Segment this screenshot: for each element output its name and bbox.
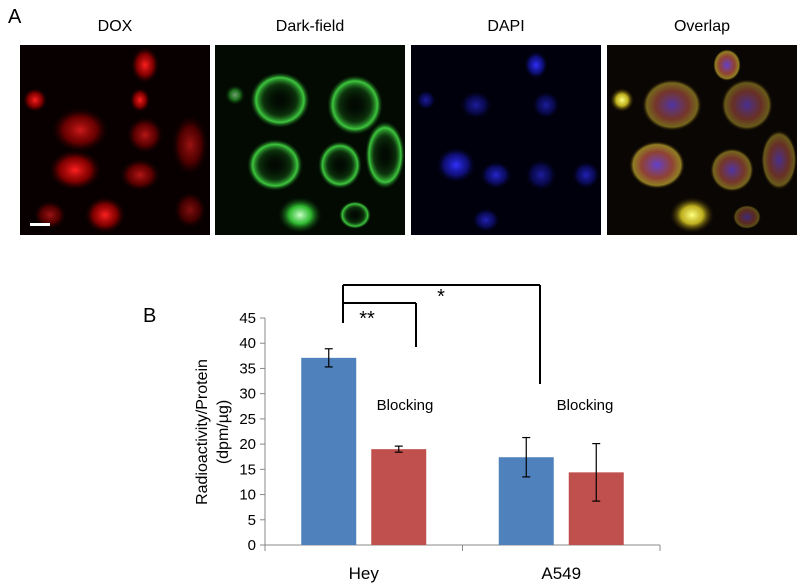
panel-a-label: A: [8, 6, 22, 28]
dark-field-title: Dark-field: [275, 18, 345, 35]
dark-field-image: [215, 45, 405, 235]
y-tick-label: 40: [239, 335, 256, 352]
y-axis-title: Radioactivity/Protein (dpm/µg): [194, 359, 232, 505]
significance-star: *: [437, 286, 445, 308]
y-tick-label: 30: [239, 386, 256, 403]
bar-chart: Radioactivity/Protein (dpm/µg) 0 5 10 15 20 2…: [194, 284, 661, 583]
significance-double-star: **: [359, 308, 375, 330]
overlap-title: Overlap: [673, 18, 731, 35]
y-tick-label: 0: [248, 537, 256, 554]
scale-bar: [30, 223, 50, 226]
dox-title: DOX: [97, 18, 133, 35]
y-tick-label: 20: [239, 436, 256, 453]
dapi-image: [411, 45, 601, 235]
blocking-annotation: Blocking: [377, 397, 434, 414]
y-tick-label: 45: [239, 310, 256, 327]
dox-image: [20, 45, 210, 235]
x-tick-label-hey: Hey: [349, 564, 380, 583]
bar-hey-1: [301, 357, 357, 545]
y-tick-label: 25: [239, 411, 256, 428]
blocking-annotation: Blocking: [557, 397, 614, 414]
bar-hey-2: [371, 449, 427, 545]
y-tick-label: 5: [248, 512, 256, 529]
overlap-image: [607, 45, 797, 235]
dapi-title: DAPI: [487, 18, 525, 35]
y-axis-label-line1: Radioactivity/Protein: [194, 359, 211, 505]
panel-b-label: B: [143, 305, 157, 327]
y-tick-label: 35: [239, 360, 256, 377]
x-tick-label-a549: A549: [541, 564, 581, 583]
y-tick-label: 10: [239, 487, 256, 504]
y-tick-label: 15: [239, 461, 256, 478]
y-axis-label-line2: (dpm/µg): [215, 400, 232, 464]
